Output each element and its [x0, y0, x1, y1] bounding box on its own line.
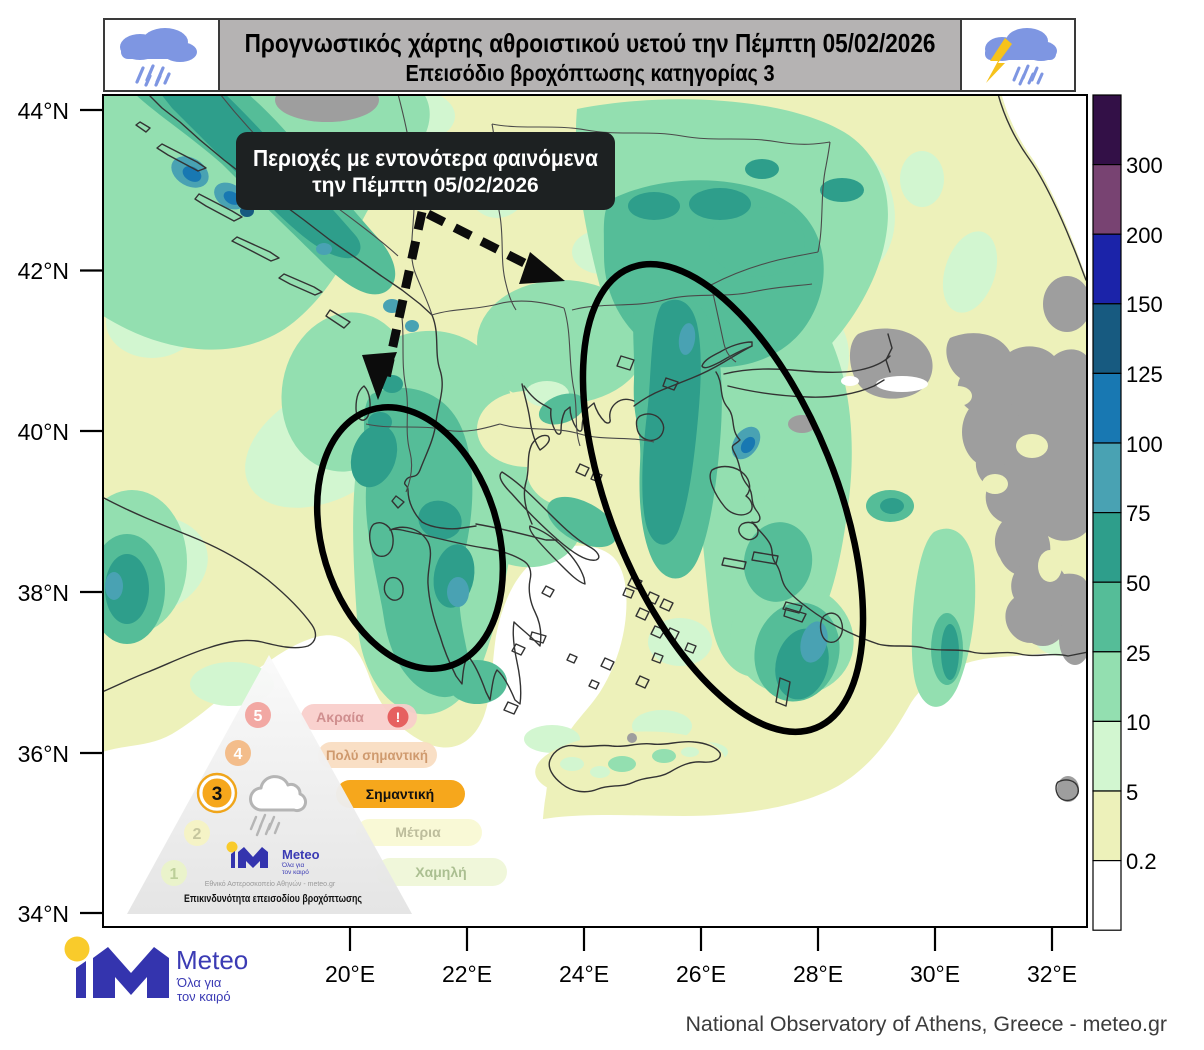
svg-text:Meteo: Meteo [176, 945, 248, 975]
svg-text:Όλα για: Όλα για [281, 862, 304, 869]
svg-text:Σημαντική: Σημαντική [366, 786, 434, 802]
svg-text:1: 1 [170, 866, 179, 883]
svg-text:5: 5 [254, 708, 263, 725]
svg-text:Εθνικό Αστεροσκοπείο Αθηνών -: Εθνικό Αστεροσκοπείο Αθηνών - meteo.gr [205, 880, 336, 888]
svg-text:Μέτρια: Μέτρια [395, 824, 441, 840]
svg-text:τον καιρό: τον καιρό [177, 989, 231, 1004]
svg-text:2: 2 [193, 826, 202, 843]
svg-text:3: 3 [212, 784, 223, 805]
svg-text:Όλα για: Όλα για [176, 975, 222, 990]
svg-text:Χαμηλή: Χαμηλή [415, 864, 466, 880]
svg-text:4: 4 [234, 746, 243, 763]
svg-text:Πολύ σημαντική: Πολύ σημαντική [326, 747, 428, 763]
svg-text:!: ! [396, 709, 401, 725]
svg-text:Meteo: Meteo [282, 847, 320, 862]
svg-text:Ακραία: Ακραία [316, 709, 364, 725]
svg-text:Επικινδυνότητα επεισοδίου βροχ: Επικινδυνότητα επεισοδίου βροχόπτωσης [184, 893, 362, 905]
svg-text:τον καιρό: τον καιρό [282, 868, 309, 876]
